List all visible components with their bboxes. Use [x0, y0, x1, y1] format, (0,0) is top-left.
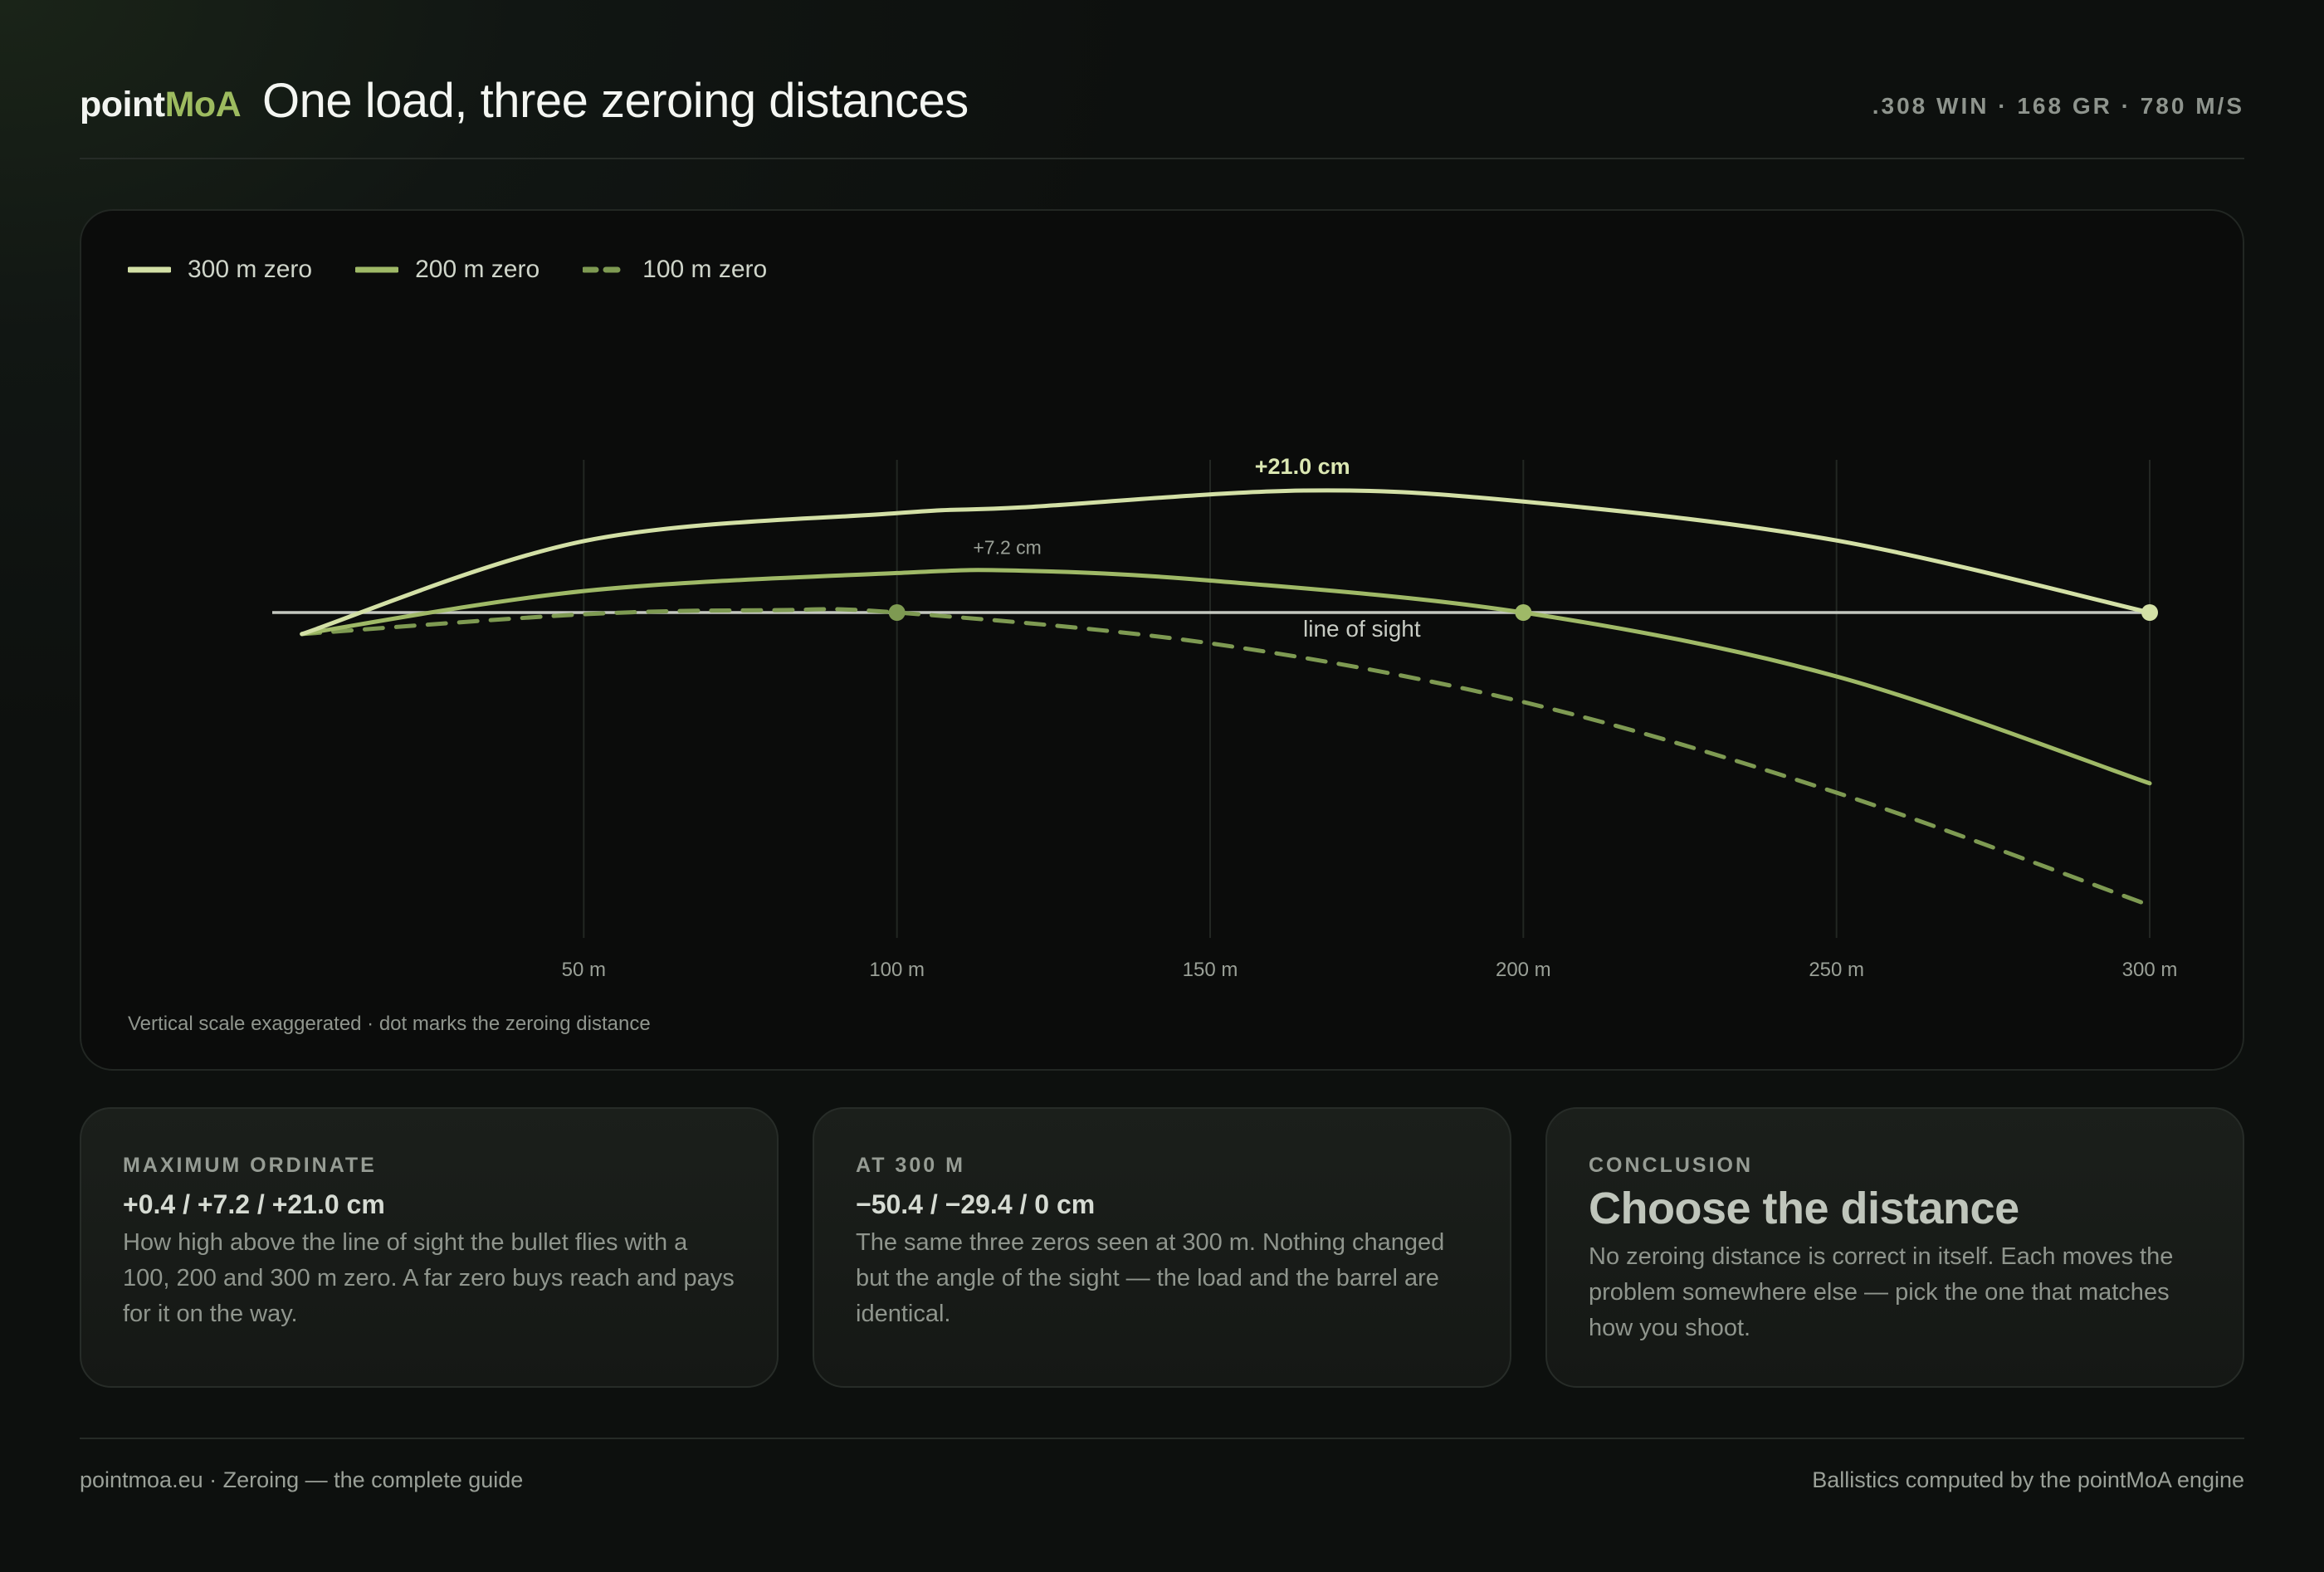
series-line-zero300	[300, 488, 2152, 637]
legend-item-300m: 300 m zero	[128, 256, 312, 284]
footer-site-link[interactable]: pointmoa.eu · Zeroing — the complete gui…	[80, 1467, 524, 1492]
chart-footnote: Vertical scale exaggerated · dot marks t…	[128, 1013, 651, 1035]
brand-logo[interactable]: pointMoA	[80, 85, 242, 125]
card-kicker: CONCLUSION	[1589, 1154, 1754, 1177]
card-value: −50.4 / −29.4 / 0 cm	[856, 1189, 1096, 1219]
card-kicker: AT 300 M	[856, 1154, 965, 1177]
logo-text-moa: MoA	[164, 85, 242, 124]
card-value: +0.4 / +7.2 / +21.0 cm	[123, 1189, 385, 1219]
series-line-zero100	[300, 607, 2152, 908]
zero-dot-zero300	[2141, 604, 2158, 621]
card-at-300m: AT 300 M −50.4 / −29.4 / 0 cm The same t…	[813, 1107, 1511, 1388]
card-conclusion: CONCLUSION Choose the distance No zeroin…	[1545, 1107, 2244, 1388]
trajectory-chart-card: 300 m zero 200 m zero 100 m zero 50 m 100…	[80, 209, 2244, 1071]
line-of-sight-label: line of sight	[1303, 616, 1421, 642]
x-tick-label-150m: 150 m	[1183, 959, 1238, 981]
legend-label-300m: 300 m zero	[188, 256, 313, 283]
legend-label-100m: 100 m zero	[642, 256, 768, 283]
logo-text-point: point	[80, 85, 165, 124]
card-body: The same three zeros seen at 300 m. Noth…	[856, 1229, 1445, 1327]
zero-dot-zero200	[1515, 604, 1532, 621]
page-header: pointMoA One load, three zeroing distanc…	[80, 65, 2244, 159]
legend-swatch-300m	[128, 266, 171, 273]
page-title: One load, three zeroing distances	[262, 74, 969, 128]
trajectory-plot: 50 m 100 m 150 m 200 m 250 m 300 m line of sig…	[272, 454, 2178, 981]
legend-label-200m: 200 m zero	[415, 256, 540, 283]
card-body: How high above the line of sight the bul…	[123, 1229, 735, 1327]
chart-legend: 300 m zero 200 m zero 100 m zero	[128, 256, 810, 284]
legend-item-100m: 100 m zero	[583, 256, 767, 284]
page-footer: pointmoa.eu · Zeroing — the complete gui…	[80, 1438, 2244, 1492]
card-body: No zeroing distance is correct in itself…	[1589, 1243, 2174, 1341]
x-tick-label-250m: 250 m	[1809, 959, 1864, 981]
legend-swatch-100m	[583, 266, 627, 273]
card-maximum-ordinate: MAXIMUM ORDINATE +0.4 / +7.2 / +21.0 cm …	[80, 1107, 779, 1388]
x-tick-label-100m: 100 m	[869, 959, 925, 981]
x-tick-label-50m: 50 m	[562, 959, 606, 981]
legend-swatch-200m	[355, 266, 399, 273]
series-line-zero200	[300, 568, 2152, 786]
annotation-zero200: +7.2 cm	[973, 537, 1041, 559]
x-tick-label-200m: 200 m	[1496, 959, 1551, 981]
legend-item-200m: 200 m zero	[355, 256, 540, 284]
annotation-zero300: +21.0 cm	[1255, 454, 1350, 479]
zero-dot-zero100	[888, 604, 906, 621]
footer-credit: Ballistics computed by the pointMoA engi…	[1812, 1467, 2244, 1492]
load-spec: .308 WIN · 168 GR · 780 M/S	[1872, 93, 2244, 119]
card-kicker: MAXIMUM ORDINATE	[123, 1154, 377, 1177]
x-tick-label-300m: 300 m	[2122, 959, 2178, 981]
card-title: Choose the distance	[1589, 1184, 2019, 1233]
